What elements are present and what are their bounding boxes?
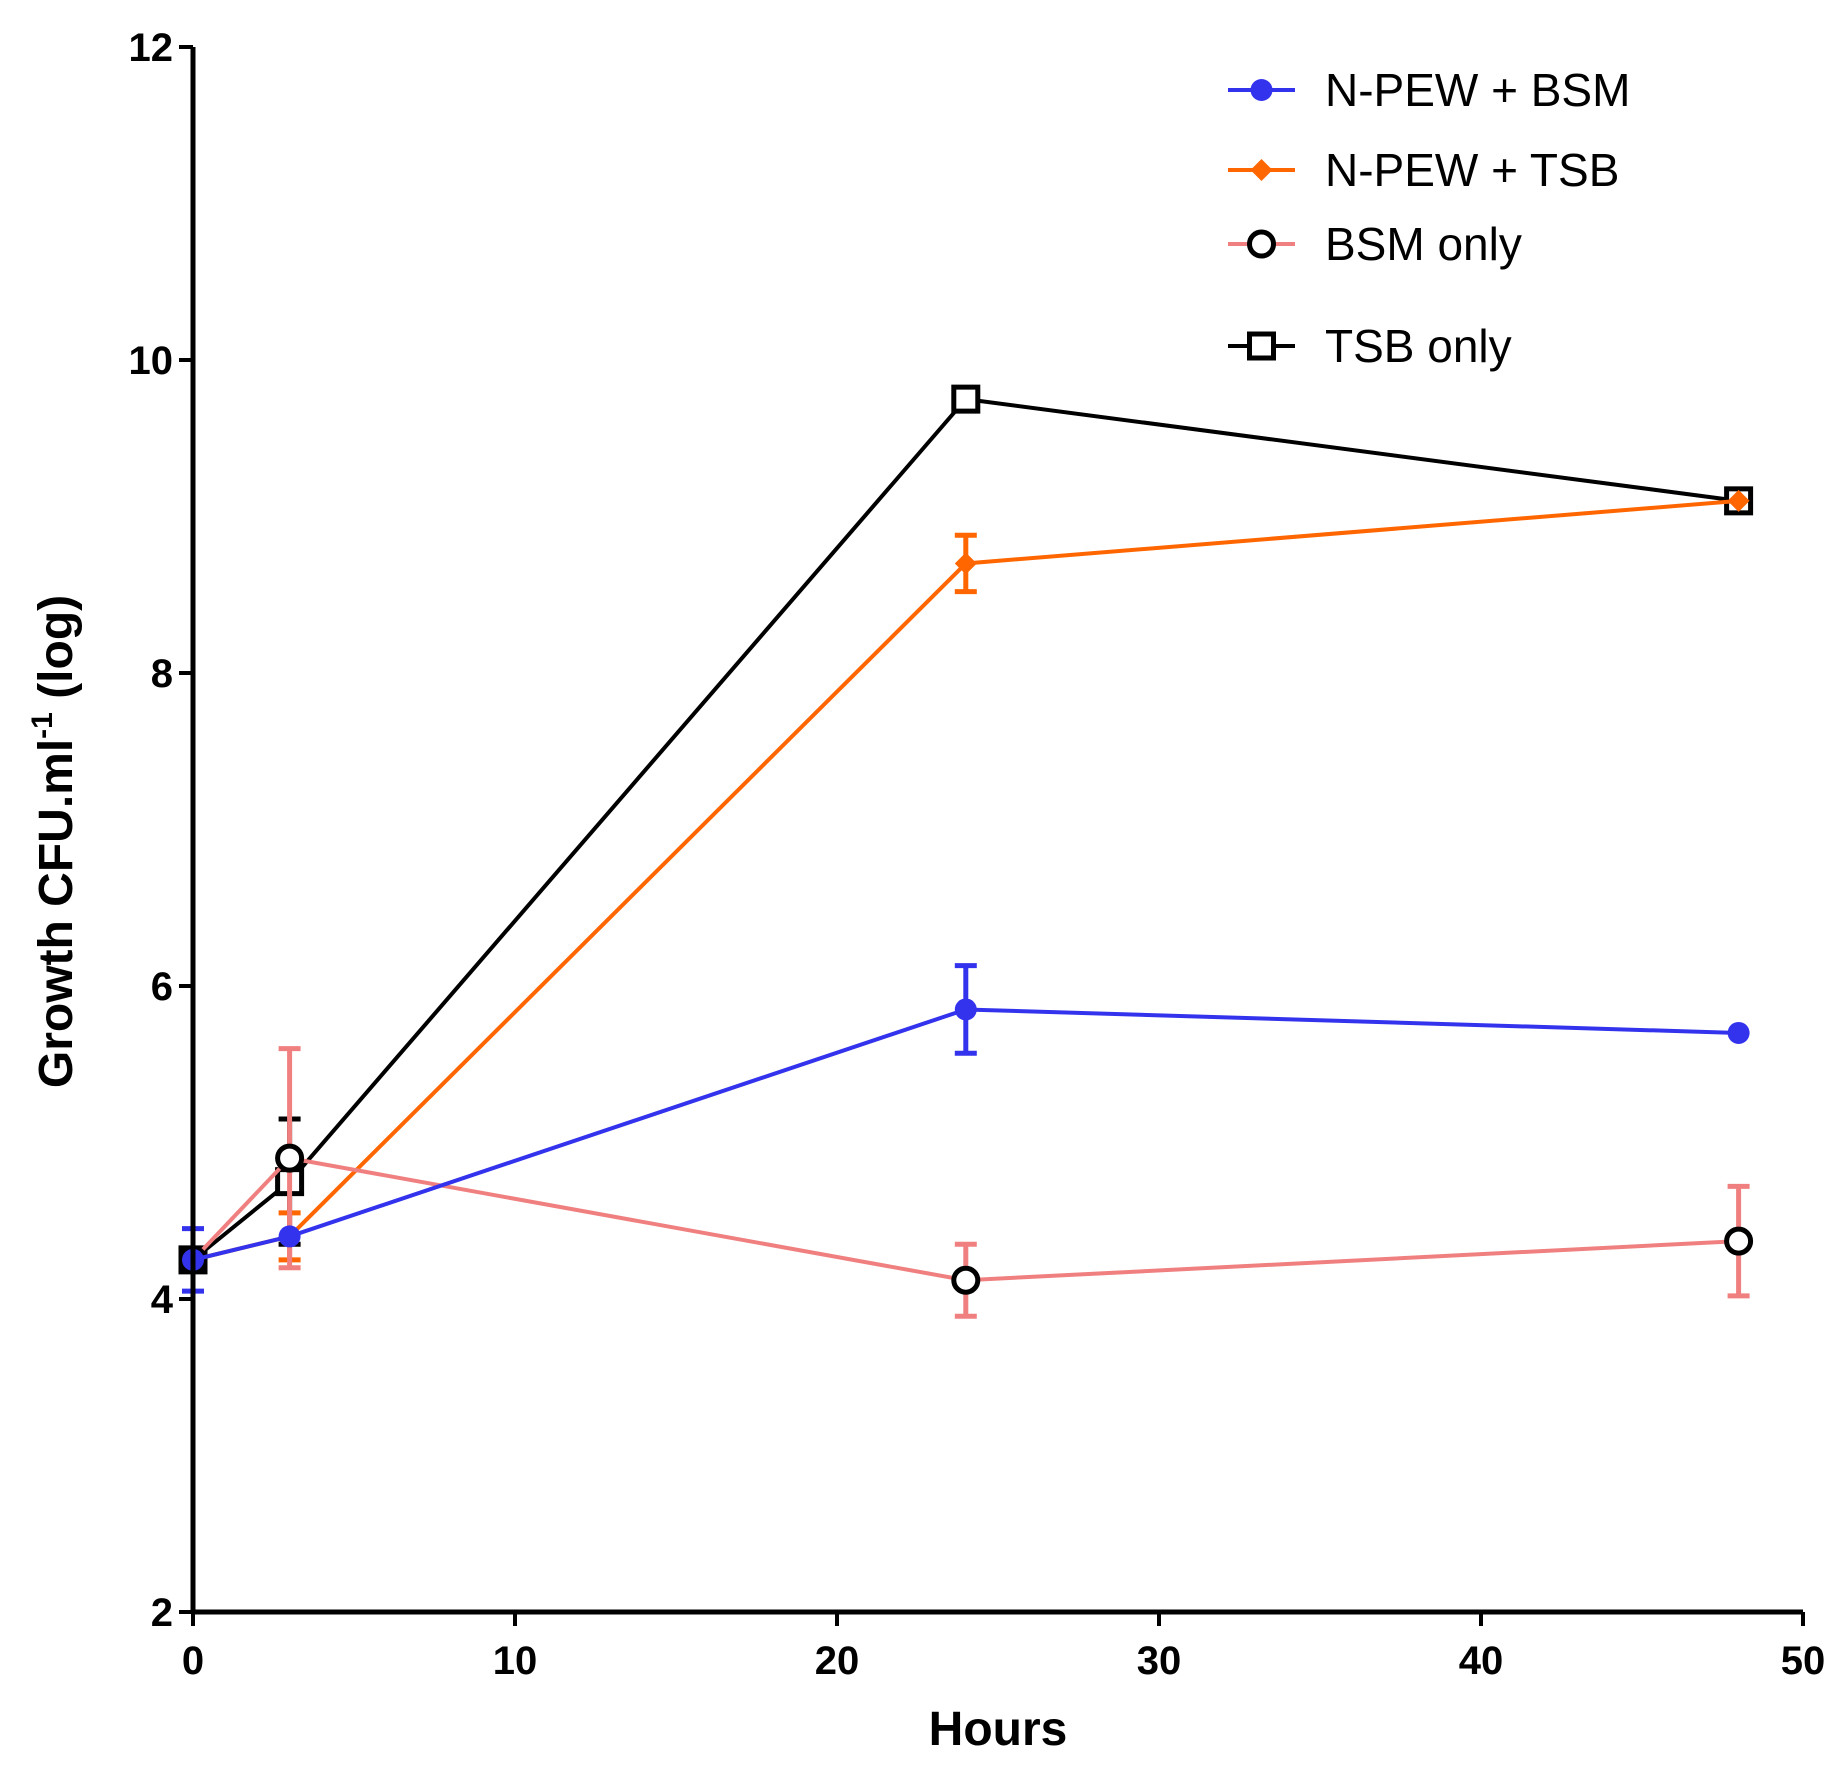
legend-label: N-PEW + TSB	[1325, 144, 1619, 196]
series-bsm-only	[178, 1046, 1754, 1319]
y-tick-label: 10	[129, 339, 174, 383]
series-n-pew-tsb	[182, 489, 1750, 1271]
series-layer	[178, 384, 1754, 1319]
data-point	[278, 1225, 301, 1248]
data-point	[1727, 1021, 1750, 1044]
x-tick-label: 40	[1459, 1639, 1504, 1683]
legend-marker	[1250, 79, 1273, 101]
data-point	[1727, 489, 1750, 512]
x-tick-label: 10	[493, 1639, 538, 1683]
legend-item-n-pew-bsm: N-PEW + BSM	[1228, 64, 1630, 116]
y-axis-title: Growth CFU.ml-1 (log)	[26, 595, 83, 1088]
legend-marker	[1247, 331, 1276, 361]
y-axis-title-superscript: -1	[26, 712, 59, 739]
legend-marker	[1247, 229, 1276, 259]
legend-item-n-pew-tsb: N-PEW + TSB	[1228, 144, 1619, 196]
series-line	[191, 1155, 1739, 1283]
data-point	[951, 384, 981, 414]
y-tick-label: 2	[151, 1591, 173, 1635]
data-point	[951, 1265, 981, 1295]
x-axis-title: Hours	[929, 1703, 1068, 1756]
series-line	[192, 1007, 1739, 1262]
legend-item-tsb-only: TSB only	[1228, 320, 1512, 372]
data-point	[954, 552, 977, 575]
legend-marker	[1250, 159, 1273, 181]
series-line	[192, 498, 1739, 1262]
x-tick-label: 50	[1781, 1639, 1826, 1683]
data-point	[275, 1143, 305, 1173]
legend-label: N-PEW + BSM	[1325, 64, 1630, 116]
y-axis-title-suffix: (log)	[30, 595, 83, 712]
data-point	[954, 998, 977, 1021]
axes	[190, 47, 1803, 1615]
series-line	[191, 397, 1739, 1262]
y-tick-label: 12	[129, 26, 174, 70]
y-axis-title-main: Growth CFU.ml	[30, 739, 83, 1088]
y-tick-label: 8	[151, 652, 173, 696]
y-tick-label: 4	[151, 1278, 174, 1322]
y-tick-label: 6	[151, 965, 173, 1009]
data-point	[1724, 1226, 1754, 1256]
legend: N-PEW + BSM N-PEW + TSB BSM only TSB only	[1228, 64, 1630, 372]
x-tick-label: 0	[182, 1639, 204, 1683]
legend-label: BSM only	[1325, 218, 1522, 270]
x-tick-label: 20	[815, 1639, 860, 1683]
x-tick-label: 30	[1137, 1639, 1182, 1683]
legend-label: TSB only	[1325, 320, 1512, 372]
legend-item-bsm-only: BSM only	[1228, 218, 1522, 270]
ticks: 2 4 6 8 10 12 0 10 20 30 40 50	[129, 26, 1826, 1683]
